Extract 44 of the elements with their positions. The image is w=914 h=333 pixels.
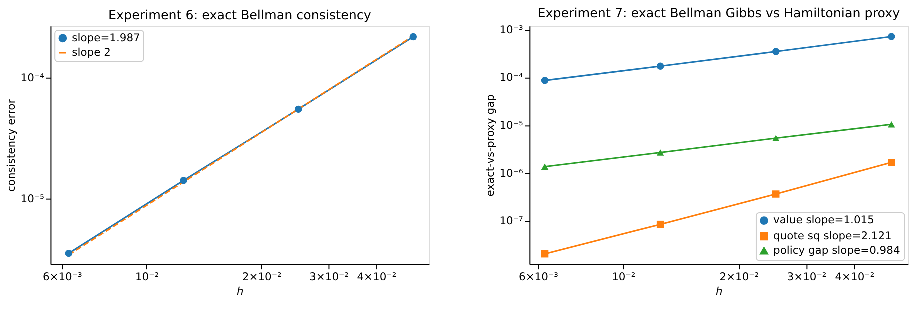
- point: [772, 190, 780, 198]
- x-tick-label: 6×10⁻³: [519, 270, 558, 284]
- y-axis-title: consistency error: [4, 98, 18, 192]
- legend-label: policy gap slope=0.984: [774, 244, 900, 257]
- y-tick-label: 10⁻⁴: [500, 71, 524, 84]
- x-axis-title: h: [237, 284, 244, 298]
- x-tick-label: 2×10⁻²: [720, 270, 760, 284]
- point: [888, 159, 896, 166]
- x-tick-label: 4×10⁻²: [357, 270, 397, 284]
- x-axis-title: h: [716, 284, 723, 298]
- y-tick-label: 10⁻³: [500, 23, 524, 36]
- point: [772, 48, 780, 56]
- point: [541, 164, 549, 170]
- x-tick-label: 10⁻²: [135, 270, 160, 284]
- x-tick-label: 3×10⁻²: [310, 270, 349, 284]
- chart-title: Experiment 6: exact Bellman consistency: [108, 7, 372, 22]
- y-axis-title: exact-vs-proxy gap: [484, 94, 497, 197]
- y-tick-label: 10⁻⁵: [500, 119, 524, 132]
- point: [541, 77, 549, 84]
- x-tick-label: 2×10⁻²: [242, 270, 282, 284]
- point: [888, 121, 896, 128]
- legend-label: quote sq slope=2.121: [774, 229, 892, 242]
- x-tick-label: 10⁻²: [612, 270, 636, 284]
- y-tick-label: 10⁻⁵: [20, 192, 44, 206]
- y-tick-label: 10⁻⁷: [500, 214, 524, 228]
- y-tick-label: 10⁻⁴: [20, 71, 44, 84]
- legend-label: value slope=1.015: [774, 214, 874, 227]
- x-tick-label: 6×10⁻³: [42, 270, 82, 284]
- point: [888, 33, 896, 40]
- legend-label: slope=1.987: [72, 31, 140, 44]
- chart-title: Experiment 7: exact Bellman Gibbs vs Hamiltonian proxy: [538, 5, 901, 20]
- point: [410, 33, 418, 41]
- point: [541, 250, 549, 258]
- x-tick-label: 3×10⁻²: [787, 270, 827, 284]
- point: [656, 220, 664, 228]
- point: [294, 106, 302, 114]
- point: [65, 250, 73, 258]
- x-tick-label: 4×10⁻²: [835, 270, 875, 284]
- y-tick-label: 10⁻⁶: [500, 166, 524, 180]
- legend-label: slope 2: [72, 46, 111, 59]
- point: [772, 135, 780, 142]
- point: [656, 150, 664, 156]
- point: [180, 177, 188, 184]
- point: [656, 62, 664, 70]
